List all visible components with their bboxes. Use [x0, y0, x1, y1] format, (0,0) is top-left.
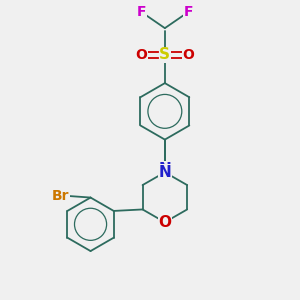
- Text: O: O: [183, 48, 195, 62]
- Text: O: O: [158, 215, 171, 230]
- Text: F: F: [136, 5, 146, 19]
- Text: N: N: [158, 165, 171, 180]
- Text: N: N: [158, 162, 171, 177]
- Text: S: S: [159, 47, 170, 62]
- Text: Br: Br: [52, 189, 70, 203]
- Text: F: F: [184, 5, 194, 19]
- Text: O: O: [135, 48, 147, 62]
